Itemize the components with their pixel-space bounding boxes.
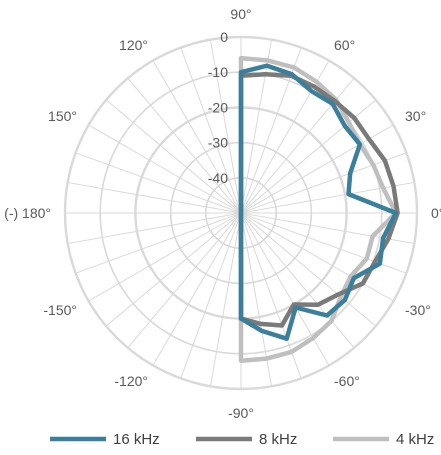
grid-spoke	[209, 212, 242, 387]
series-line-16-khz	[238, 63, 399, 341]
angle-tick-label: 60°	[334, 37, 355, 53]
angle-tick-labels: 90° 60° 30° 0° -30° -60° -90° -120° -150° (-) 180…	[4, 6, 441, 421]
grid-spoke	[88, 212, 242, 302]
grid-spoke	[75, 152, 242, 214]
grid-spoke	[67, 181, 242, 214]
grid-spoke	[152, 60, 242, 214]
grid-spoke	[127, 212, 242, 349]
legend-label: 4 kHz	[396, 431, 434, 448]
grid-spoke	[152, 212, 242, 366]
grid-spoke	[209, 39, 242, 214]
radial-tick-label: 0	[220, 29, 228, 45]
grid-spoke	[240, 212, 330, 366]
angle-tick-label: -120°	[114, 373, 148, 389]
radial-tick-label: -40	[208, 170, 228, 186]
legend-label: 16 kHz	[113, 431, 160, 448]
legend-label: 8 kHz	[259, 431, 297, 448]
legend: 16 kHz 8 kHz 4 kHz	[50, 431, 434, 448]
grid-spoke	[240, 212, 415, 245]
radial-tick-labels: 0 -10 -20 -30 -40	[208, 29, 228, 186]
series-lines	[238, 55, 400, 364]
angle-tick-label: -150°	[43, 302, 77, 318]
grid-spoke	[240, 39, 273, 214]
legend-item-4-khz: 4 kHz	[333, 431, 434, 448]
grid-spoke	[88, 124, 242, 214]
grid-spoke	[240, 181, 415, 214]
grid-spoke	[67, 212, 242, 245]
legend-item-8-khz: 8 kHz	[196, 431, 297, 448]
grid-spoke	[240, 212, 394, 302]
grid-spoke	[180, 47, 242, 214]
angle-tick-label: 90°	[230, 6, 251, 22]
grid-spoke	[180, 212, 242, 379]
angle-tick-label: 150°	[48, 108, 77, 124]
grid-spoke	[75, 212, 242, 274]
angle-tick-label: -30°	[405, 302, 431, 318]
angle-tick-label: 30°	[405, 108, 426, 124]
angle-tick-label: -90°	[228, 405, 254, 421]
angle-tick-label: 0°	[431, 205, 441, 221]
legend-item-16-khz: 16 kHz	[50, 431, 160, 448]
angle-tick-label: 120°	[119, 37, 148, 53]
radial-tick-label: -30	[208, 135, 228, 151]
angle-tick-label: (-) 180°	[4, 205, 51, 221]
grid-spoke	[127, 77, 242, 214]
grid-spoke	[240, 212, 355, 349]
radial-tick-label: -20	[208, 99, 228, 115]
grid-spoke	[105, 212, 242, 327]
grid-spoke	[240, 212, 377, 327]
grid-spoke	[240, 152, 407, 214]
angle-tick-label: -60°	[334, 373, 360, 389]
radial-tick-label: -10	[208, 64, 228, 80]
grid-spoke	[105, 99, 242, 214]
